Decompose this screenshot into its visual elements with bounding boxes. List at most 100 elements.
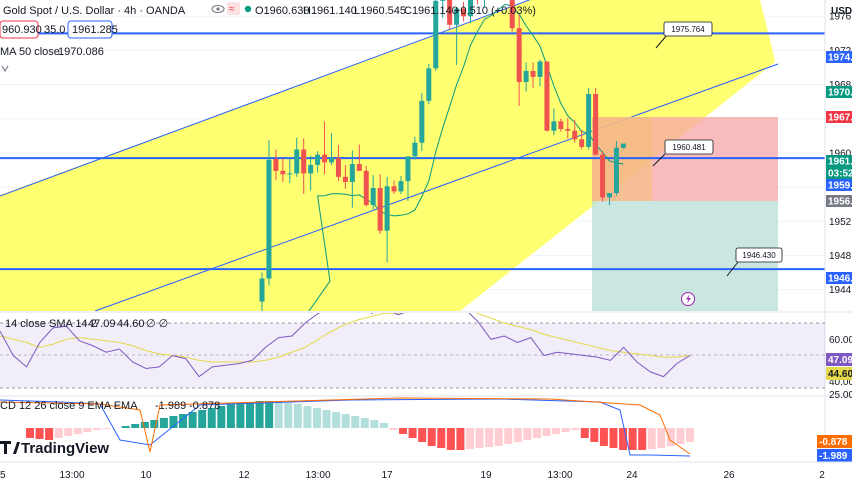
candle-body[interactable] xyxy=(398,181,404,192)
price-tick-label: 1976. xyxy=(829,12,852,23)
lightning-icon[interactable] xyxy=(681,292,695,306)
candle-body[interactable] xyxy=(315,154,321,165)
macd-hist-bar xyxy=(226,404,235,428)
candle-body[interactable] xyxy=(259,278,265,302)
price-tick-label: 1968. xyxy=(829,80,852,91)
macd-hist-bar xyxy=(456,428,465,450)
candle-body[interactable] xyxy=(391,186,397,192)
buy-button[interactable] xyxy=(67,20,113,39)
macd-hist-bar xyxy=(619,428,628,450)
candle-body[interactable] xyxy=(440,0,446,1)
candle-body[interactable] xyxy=(335,158,341,177)
candle-body[interactable] xyxy=(572,130,578,140)
spread-value: 35.0 xyxy=(44,24,65,36)
annotation-label-1946: 1946.430 xyxy=(742,251,776,260)
annotation-label-1960: 1960.481 xyxy=(672,143,706,152)
candle-body[interactable] xyxy=(308,164,314,174)
macd-hist-bar xyxy=(207,408,216,428)
main-price-panel[interactable]: 1975.764 1960.481 1946.430 xyxy=(0,0,825,324)
candle-body[interactable] xyxy=(468,0,473,17)
candle-body[interactable] xyxy=(356,164,362,171)
annotation-1946[interactable]: 1946.430 xyxy=(726,247,783,277)
macd-hist-bar xyxy=(360,418,369,428)
candle-body[interactable] xyxy=(509,0,515,29)
macd-hist-bar xyxy=(561,428,570,432)
candle-body[interactable] xyxy=(301,149,307,174)
indicator-menu-icon[interactable]: ≈ xyxy=(227,2,240,15)
candle-body[interactable] xyxy=(426,68,432,101)
candle-body[interactable] xyxy=(342,176,348,182)
candle-body[interactable] xyxy=(280,170,286,175)
candle-body[interactable] xyxy=(461,8,467,17)
candle-body[interactable] xyxy=(516,28,522,83)
price-tag xyxy=(826,155,852,167)
price-tag xyxy=(826,179,852,191)
collapse-legend-button[interactable] xyxy=(1,65,9,73)
candle-body[interactable] xyxy=(363,170,369,206)
candle-body[interactable] xyxy=(433,0,439,69)
candle-body[interactable] xyxy=(405,156,411,182)
candle-body[interactable] xyxy=(593,93,599,155)
candle-body[interactable] xyxy=(329,158,334,163)
symbol-legend[interactable]: Gold Spot / U.S. Dollar · 4h · OANDA ≈ O… xyxy=(3,2,536,17)
candle-body[interactable] xyxy=(551,121,557,131)
candle-body[interactable] xyxy=(558,121,564,130)
candle-body[interactable] xyxy=(447,0,453,25)
candle-body[interactable] xyxy=(377,187,383,231)
candle-body[interactable] xyxy=(287,173,293,175)
candle-body[interactable] xyxy=(523,70,529,83)
candle-body[interactable] xyxy=(530,70,536,77)
tradingview-logo[interactable]: TradingView xyxy=(0,440,109,457)
candles[interactable] xyxy=(259,0,626,311)
candle-body[interactable] xyxy=(579,139,585,147)
rsi-legend[interactable]: 14 close SMA 14 2 47.09 44.60 ∅ ∅ xyxy=(5,318,168,330)
candle-body[interactable] xyxy=(294,149,300,174)
macd-hist-bar xyxy=(657,428,666,448)
macd-hist-bar xyxy=(341,414,350,428)
candle-body[interactable] xyxy=(322,154,328,163)
candle-body[interactable] xyxy=(266,159,272,279)
time-tick-label: 24 xyxy=(626,470,638,481)
candle-body[interactable] xyxy=(454,8,460,25)
candle-body[interactable] xyxy=(273,158,279,171)
macd-hist-bar xyxy=(513,428,522,442)
price-tag-label: 1956. xyxy=(828,197,852,208)
time-axis[interactable]: 5 13:00 10 12 13:00 17 19 13:00 24 26 2 xyxy=(0,470,825,481)
annotation-1975[interactable]: 1975.764 xyxy=(655,21,713,49)
eye-icon[interactable] xyxy=(211,4,225,14)
macd-legend[interactable]: CD 12 26 close 9 EMA EMA -1.989 -0.878 xyxy=(0,400,220,412)
candle-body[interactable] xyxy=(600,154,606,198)
macd-hist-bar xyxy=(523,428,532,440)
macd-hist-bar xyxy=(647,428,656,449)
annotation-1960[interactable]: 1960.481 xyxy=(652,139,714,167)
macd-hist-bar xyxy=(666,428,675,446)
macd-hist-bar xyxy=(676,428,685,444)
candle-body[interactable] xyxy=(620,143,626,148)
price-tick-label: 1960. xyxy=(829,148,852,159)
macd-panel[interactable] xyxy=(0,397,694,457)
candle-body[interactable] xyxy=(607,193,612,198)
symbol-title[interactable]: Gold Spot / U.S. Dollar · 4h · OANDA xyxy=(3,5,186,17)
macd-hist-bar xyxy=(274,402,283,428)
macd-hist-bar xyxy=(351,416,360,428)
sell-button[interactable] xyxy=(0,20,39,39)
macd-hist-bar xyxy=(686,428,694,442)
candle-body[interactable] xyxy=(565,129,571,131)
macd-hist-bar xyxy=(150,420,159,428)
candle-body[interactable] xyxy=(370,187,376,206)
candle-body[interactable] xyxy=(384,186,390,231)
trade-buttons[interactable]: 960.930 35.0 1961.285 xyxy=(0,20,118,39)
candle-body[interactable] xyxy=(613,147,619,194)
candle-body[interactable] xyxy=(537,61,543,77)
macd-hist-bar xyxy=(83,428,92,432)
candle-body[interactable] xyxy=(349,164,355,182)
macd-hist-bar xyxy=(217,406,226,428)
rsi-panel[interactable] xyxy=(0,295,825,389)
ma-legend[interactable]: MA 50 close 1970.086 xyxy=(0,46,104,58)
macd-hist-bar xyxy=(552,428,561,434)
candle-body[interactable] xyxy=(419,100,425,143)
candle-body[interactable] xyxy=(412,142,418,157)
candle-body[interactable] xyxy=(544,61,550,131)
candle-body[interactable] xyxy=(586,93,592,147)
